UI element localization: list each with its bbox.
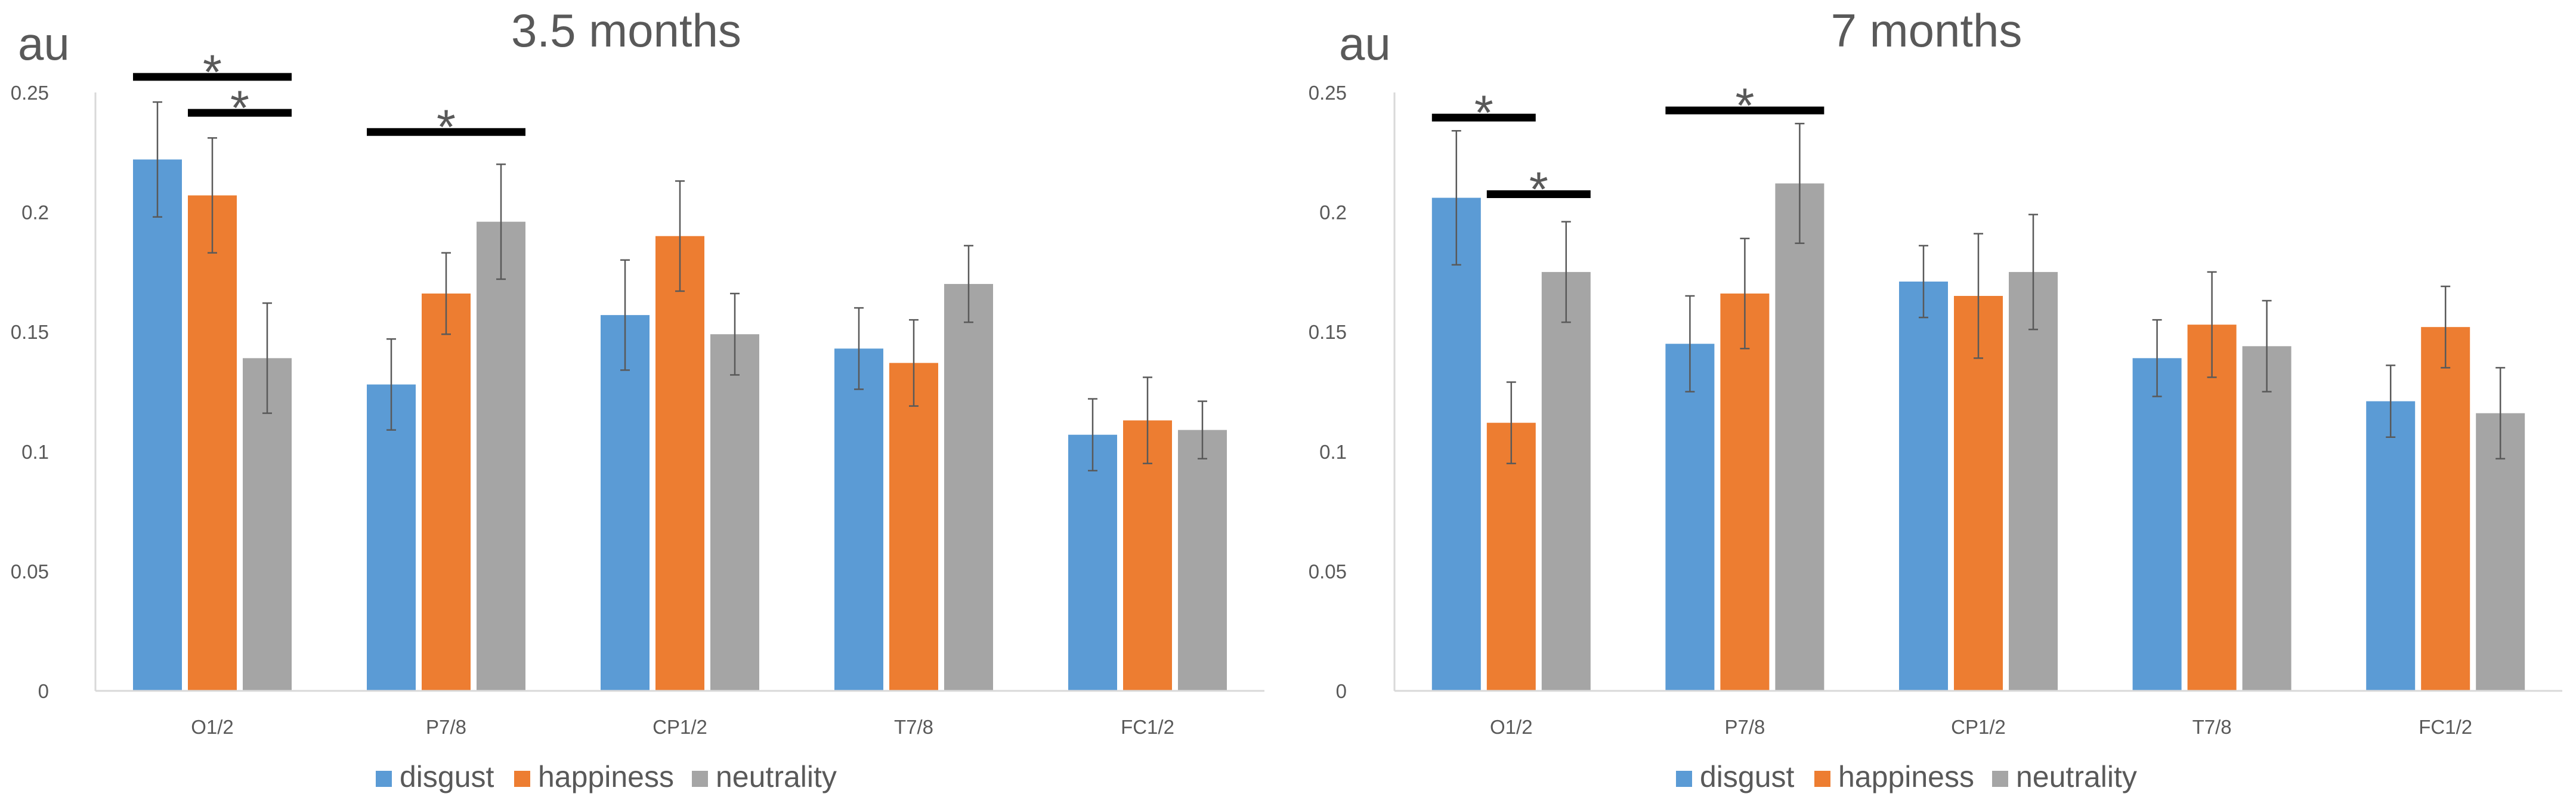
chart-title: 3.5 months <box>511 4 741 57</box>
y-tick-label: 0.2 <box>1319 202 1347 224</box>
legend-label-disgust: disgust <box>1700 760 1795 793</box>
y-tick-label: 0.2 <box>21 202 49 224</box>
x-tick-label: CP1/2 <box>1951 716 2006 738</box>
significance-star: * <box>437 100 456 155</box>
significance-star: * <box>1474 86 1493 140</box>
chart-title: 7 months <box>1831 4 2023 57</box>
x-tick-label: T7/8 <box>2192 716 2232 738</box>
legend-swatch-disgust <box>376 771 392 787</box>
bar-disgust-o1-2 <box>133 159 182 691</box>
bar-neutrality-p7-8 <box>1775 183 1824 691</box>
bar-neutrality-t7-8 <box>2242 346 2292 691</box>
y-tick-label: 0.1 <box>21 441 49 463</box>
significance-star: * <box>1529 163 1548 217</box>
y-tick-label: 0.25 <box>11 82 49 104</box>
bar-neutrality-cp1-2 <box>710 334 759 691</box>
bar-disgust-p7-8 <box>367 384 416 691</box>
bar-happiness-cp1-2 <box>655 236 704 691</box>
significance-star: * <box>230 81 249 135</box>
bar-happiness-p7-8 <box>422 294 471 691</box>
legend-label-happiness: happiness <box>538 760 674 793</box>
chart-panel-3-5-months: 3.5 months au 0 0.05 0.1 0.15 0.2 0.25 O1/2 P7/8 C… <box>11 4 1264 793</box>
legend-label-neutrality: neutrality <box>2016 760 2137 793</box>
chart-panel-7-months: 7 months au 0 0.05 0.1 0.15 0.2 0.25 O1/2 P7/8 CP1… <box>1309 4 2562 793</box>
significance-star: * <box>1735 79 1754 133</box>
legend-swatch-neutrality <box>692 771 708 787</box>
bar-happiness-o1-2 <box>188 195 237 691</box>
legend-swatch-happiness <box>514 771 530 787</box>
legend-label-neutrality: neutrality <box>716 760 837 793</box>
x-tick-label: T7/8 <box>894 716 933 738</box>
bar-happiness-o1-2 <box>1486 422 1536 691</box>
bar-neutrality-t7-8 <box>944 283 993 691</box>
bar-neutrality-cp1-2 <box>2009 271 2058 691</box>
x-tick-label: FC1/2 <box>1121 716 1174 738</box>
x-tick-label: O1/2 <box>191 716 234 738</box>
bar-happiness-cp1-2 <box>1954 296 2003 691</box>
y-axis-label: au <box>1339 17 1391 70</box>
legend-swatch-neutrality <box>1992 771 2008 787</box>
y-tick-label: 0.25 <box>1309 82 1347 104</box>
x-tick-label: CP1/2 <box>652 716 707 738</box>
bar-disgust-cp1-2 <box>1899 281 1948 691</box>
x-tick-label: O1/2 <box>1490 716 1533 738</box>
y-tick-label: 0.05 <box>11 560 49 582</box>
bar-disgust-cp1-2 <box>601 315 650 691</box>
bar-happiness-fc1-2 <box>1123 420 1172 691</box>
y-tick-label: 0.1 <box>1319 441 1347 463</box>
y-axis-label: au <box>18 17 70 70</box>
y-tick-label: 0 <box>38 680 49 702</box>
bar-neutrality-p7-8 <box>477 221 525 691</box>
y-tick-label: 0.15 <box>1309 321 1347 343</box>
y-tick-label: 0.05 <box>1309 560 1347 582</box>
bar-neutrality-fc1-2 <box>1178 430 1227 691</box>
bar-disgust-fc1-2 <box>1068 434 1117 691</box>
legend-swatch-happiness <box>1814 771 1830 787</box>
bar-neutrality-fc1-2 <box>2476 413 2525 691</box>
bar-happiness-t7-8 <box>2187 325 2237 691</box>
bar-disgust-t7-8 <box>2132 358 2182 691</box>
x-tick-label: FC1/2 <box>2419 716 2472 738</box>
significance-star: * <box>203 45 222 100</box>
bar-disgust-fc1-2 <box>2366 401 2416 691</box>
bar-disgust-p7-8 <box>1665 344 1715 691</box>
legend-swatch-disgust <box>1676 771 1692 787</box>
legend-label-disgust: disgust <box>400 760 494 793</box>
y-tick-label: 0.15 <box>11 321 49 343</box>
x-tick-label: P7/8 <box>426 716 466 738</box>
bar-happiness-t7-8 <box>889 363 938 691</box>
x-tick-label: P7/8 <box>1724 716 1765 738</box>
legend-label-happiness: happiness <box>1838 760 1974 793</box>
bar-neutrality-o1-2 <box>1541 271 1591 691</box>
y-tick-label: 0 <box>1336 680 1347 702</box>
bar-happiness-fc1-2 <box>2421 327 2470 691</box>
bar-happiness-p7-8 <box>1720 294 1770 691</box>
bar-disgust-t7-8 <box>834 348 883 691</box>
bar-disgust-o1-2 <box>1431 197 1481 691</box>
